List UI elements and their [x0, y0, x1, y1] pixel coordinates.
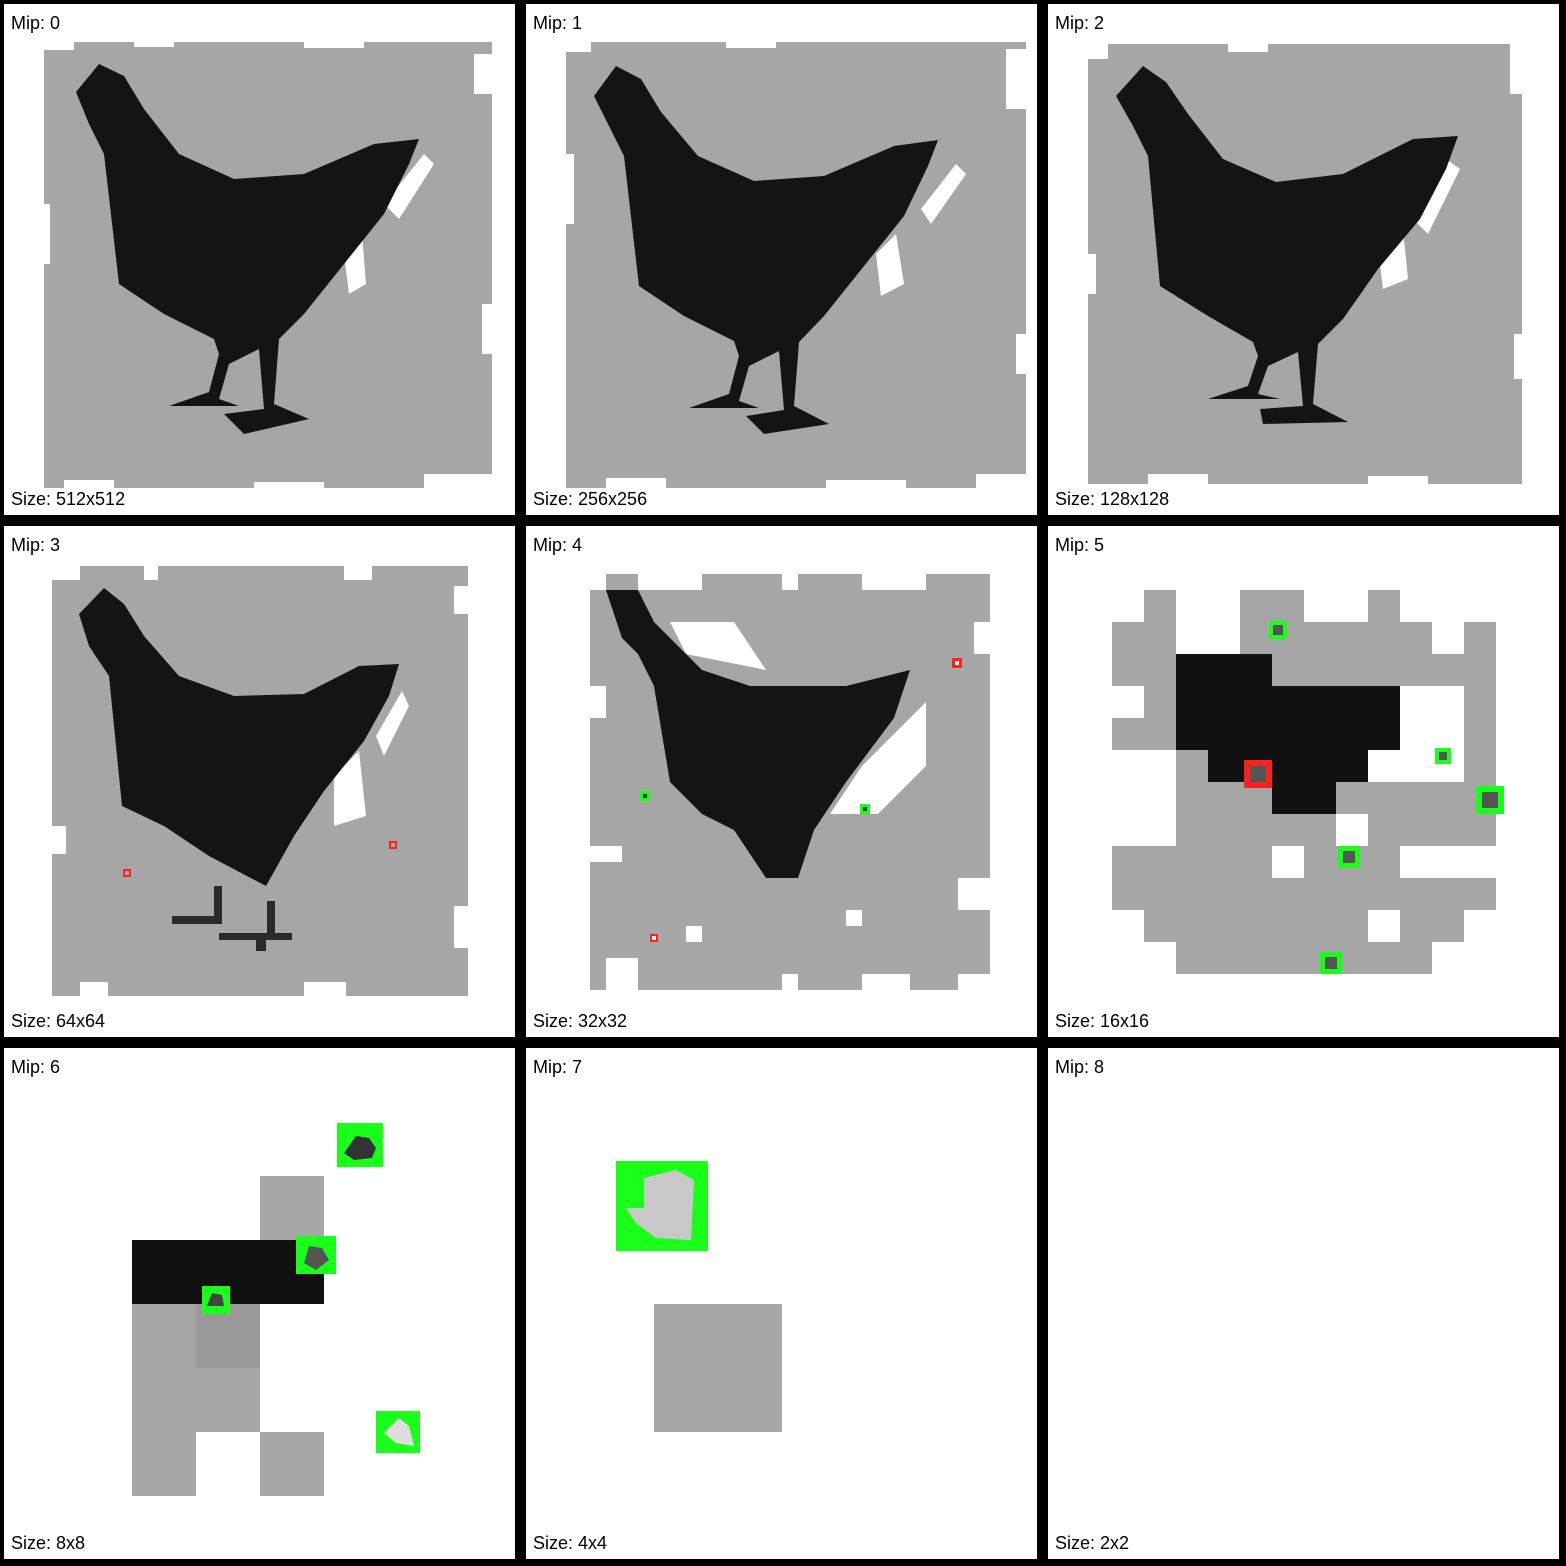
size-label: Size: 8x8	[11, 1533, 86, 1553]
mip-image-6	[132, 1123, 420, 1496]
mip-label: Mip: 4	[533, 535, 583, 555]
mip-image-3	[52, 566, 468, 996]
mip-label: Mip: 3	[11, 535, 61, 555]
size-label: Size: 2x2	[1055, 1533, 1130, 1553]
mip-image-1	[566, 42, 1026, 488]
mip-label: Mip: 7	[533, 1057, 583, 1077]
mip-label: Mip: 5	[1055, 535, 1105, 555]
mip-image-8	[1048, 1048, 1559, 1559]
mip-cell-3: Mip: 3 Size: 64x64	[4, 526, 515, 1037]
mip-cell-2: Mip: 2 Size: 128x128	[1048, 4, 1559, 515]
mip-label: Mip: 1	[533, 13, 583, 33]
mip-image-5	[1112, 590, 1504, 974]
size-label: Size: 512x512	[11, 489, 126, 509]
mip-image-2	[1088, 44, 1522, 484]
size-label: Size: 64x64	[11, 1011, 106, 1031]
mip-image-4	[590, 574, 990, 990]
mip-label: Mip: 0	[11, 13, 61, 33]
mip-cell-5: Mip: 5 Size: 16x16	[1048, 526, 1559, 1037]
size-label: Size: 128x128	[1055, 489, 1170, 509]
mip-label: Mip: 8	[1055, 1057, 1105, 1077]
size-label: Size: 256x256	[533, 489, 648, 509]
mip-label: Mip: 2	[1055, 13, 1105, 33]
mip-cell-7: Mip: 7 Size: 4x4	[526, 1048, 1037, 1559]
size-label: Size: 32x32	[533, 1011, 628, 1031]
mip-image-0	[44, 42, 492, 488]
mip-cell-0: Mip: 0 Size: 512x512	[4, 4, 515, 515]
size-label: Size: 16x16	[1055, 1011, 1150, 1031]
size-label: Size: 4x4	[533, 1533, 608, 1553]
mip-cell-8: Mip: 8 Size: 2x2	[1048, 1048, 1559, 1559]
mip-label: Mip: 6	[11, 1057, 61, 1077]
mip-cell-4: Mip: 4 Size: 32x32	[526, 526, 1037, 1037]
mip-cell-1: Mip: 1 Size: 256x256	[526, 4, 1037, 515]
mip-cell-6: Mip: 6 Size: 8x8	[4, 1048, 515, 1559]
mip-image-7	[616, 1161, 782, 1432]
